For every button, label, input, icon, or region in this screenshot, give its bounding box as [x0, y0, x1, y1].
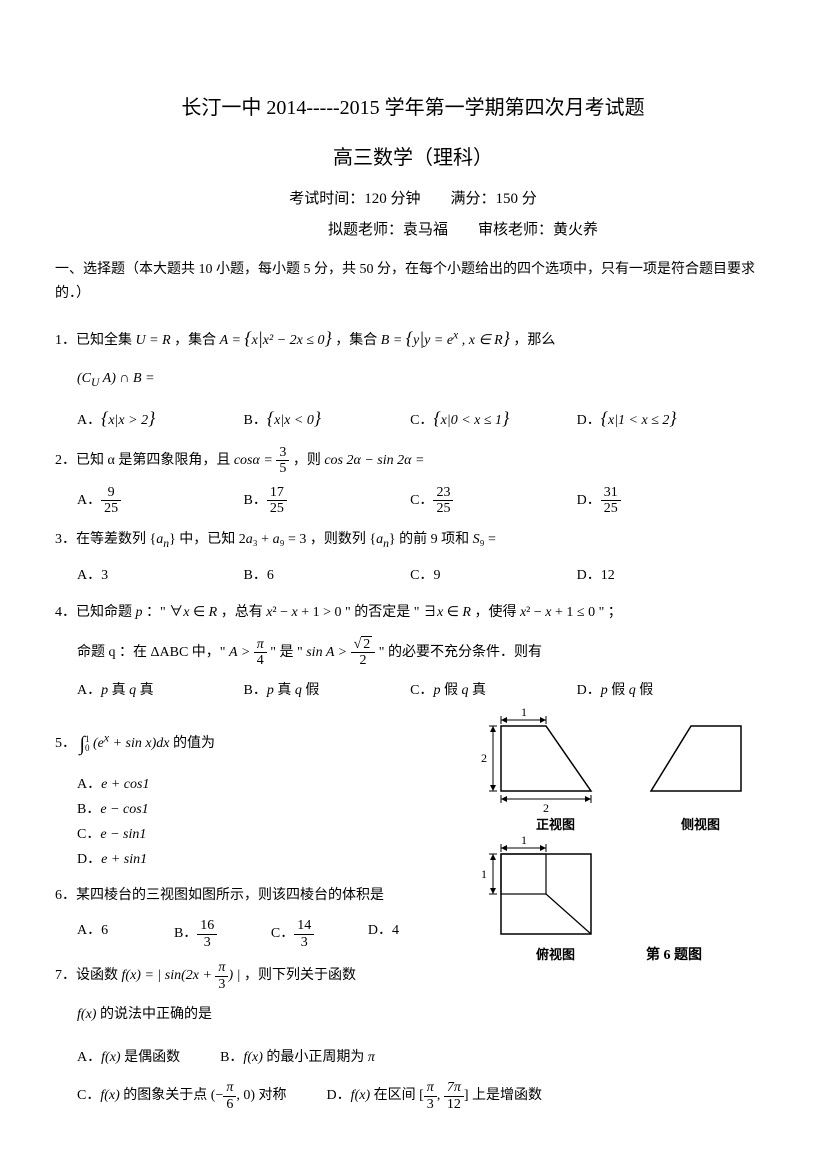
q4-opt-a: A．p 真 q 真: [77, 678, 230, 703]
question-6: 6．某四棱台的三视图如图所示，则该四棱台的体积是: [55, 882, 481, 910]
q7-line2: f(x) 的说法中正确的是: [77, 1002, 481, 1027]
q3-stem: 3．在等差数列 {an} 中，已知 2a₃ + a₉ = 3 ，则数列 {an}…: [55, 532, 496, 547]
q2-opt-d: D．3125: [577, 485, 730, 517]
q1-stem-c: ，集合: [335, 333, 377, 348]
q1-opt-d: D．{x|1 < x ≤ 2}: [577, 402, 730, 434]
q4-opt-c: C．p 假 q 真: [410, 678, 563, 703]
q3-options: A．3 B．6 C．9 D．12: [77, 563, 771, 588]
question-5: 5． ∫10 (ex + sin x)dx 的值为: [55, 724, 481, 764]
q4-stem: 4．已知命题 p ：" ∀x ∈ R ，总有 x² − x + 1 > 0 " …: [55, 605, 622, 620]
q4-options: A．p 真 q 真 B．p 真 q 假 C．p 假 q 真 D．p 假 q 假: [77, 678, 771, 703]
q6-figure: 1 2 2 正视图 侧视图: [481, 714, 771, 983]
title-line1: 长汀一中 2014-----2015 学年第一学期第四次月考试题: [55, 90, 771, 126]
dim-1: 1: [521, 705, 527, 719]
q1-stem-a: 1．已知全集: [55, 333, 132, 348]
question-1: 1．已知全集 U = R ，集合 A = {x|x² − 2x ≤ 0} ，集合…: [55, 320, 771, 356]
q7-opt-b: B．f(x) 的最小正周期为 π: [220, 1045, 375, 1070]
q1-setA: A = {x|x² − 2x ≤ 0}: [220, 333, 332, 348]
q1-stem-b: ，集合: [174, 333, 216, 348]
q1-options: A．{x|x > 2} B．{x|x < 0} C．{x|0 < x ≤ 1} …: [77, 402, 771, 434]
q6-opt-d: D．4: [368, 918, 457, 950]
q7-opt-a: A．f(x) 是偶函数: [77, 1045, 180, 1070]
q6-opt-a: A．6: [77, 918, 166, 950]
section1-heading: 一、选择题（本大题共 10 小题，每小题 5 分，共 50 分，在每个小题给出的…: [55, 258, 771, 306]
q2-cos-frac: 35: [276, 445, 289, 477]
svg-text:1: 1: [481, 867, 487, 881]
q5-options: A．e + cos1 B．e − cos1 C．e − sin1 D．e + s…: [77, 772, 481, 873]
q6-opt-b: B．163: [174, 918, 263, 950]
q2-stem-a: 2．已知 α 是第四象限角，且: [55, 453, 230, 468]
q2-opt-c: C．2325: [410, 485, 563, 517]
q3-opt-a: A．3: [77, 563, 230, 588]
question-4: 4．已知命题 p ：" ∀x ∈ R ，总有 x² − x + 1 > 0 " …: [55, 599, 771, 627]
q4-opt-d: D．p 假 q 假: [577, 678, 730, 703]
q2-expr: cos 2α − sin 2α =: [324, 453, 424, 468]
q6-options: A．6 B．163 C．143 D．4: [77, 918, 481, 950]
q1-U: U = R: [136, 333, 171, 348]
q1-stem-d: ，那么: [513, 333, 555, 348]
q5-opt-d: D．e + sin1: [77, 847, 259, 872]
q6-opt-c: C．143: [271, 918, 360, 950]
q7-options-row1: A．f(x) 是偶函数 B．f(x) 的最小正周期为 π: [77, 1045, 771, 1070]
label-title: 第 6 题图: [646, 946, 702, 963]
meta-time-score: 考试时间：120 分钟 满分：150 分: [55, 186, 771, 213]
q4-opt-b: B．p 真 q 假: [244, 678, 397, 703]
q7-opt-c: C．f(x) 的图象关于点 (−π6, 0) 对称: [77, 1080, 287, 1112]
svg-text:2: 2: [543, 801, 549, 815]
q7-opt-d: D．f(x) 在区间 [π3, 7π12] 上是增函数: [327, 1080, 542, 1112]
q2-options: A．925 B．1725 C．2325 D．3125: [77, 485, 771, 517]
q1-opt-a: A．{x|x > 2}: [77, 402, 230, 434]
q4-line2: 命题 q ：在 ΔABC 中，" A > π4 " 是 " sin A > 22…: [77, 637, 771, 669]
q2-stem-b: ，则: [293, 453, 321, 468]
question-2: 2．已知 α 是第四象限角，且 cosα = 35 ，则 cos 2α − si…: [55, 445, 771, 477]
label-side: 侧视图: [681, 817, 720, 832]
meta-teachers: 拟题老师：袁马福 审核老师：黄火养: [55, 217, 771, 244]
label-front: 正视图: [536, 817, 575, 832]
q5-opt-a: A．e + cos1: [77, 772, 259, 797]
q7-options-row2: C．f(x) 的图象关于点 (−π6, 0) 对称 D．f(x) 在区间 [π3…: [77, 1080, 771, 1112]
q1-sub: (CU A) ∩ B =: [77, 366, 771, 393]
three-view-svg: 1 2 2 正视图 侧视图: [481, 714, 771, 974]
question-7: 7．设函数 f(x) = | sin(2x + π3) | ，则下列关于函数: [55, 960, 481, 992]
q1-setB: B = {y|y = ex , x ∈ R}: [381, 333, 510, 348]
q5-opt-b: B．e − cos1: [77, 797, 259, 822]
q2-opt-a: A．925: [77, 485, 230, 517]
q2-opt-b: B．1725: [244, 485, 397, 517]
question-3: 3．在等差数列 {an} 中，已知 2a₃ + a₉ = 3 ，则数列 {an}…: [55, 526, 771, 555]
label-top: 俯视图: [536, 947, 575, 962]
q1-opt-c: C．{x|0 < x ≤ 1}: [410, 402, 563, 434]
q3-opt-c: C．9: [410, 563, 563, 588]
svg-text:1: 1: [521, 833, 527, 847]
q3-opt-b: B．6: [244, 563, 397, 588]
q1-opt-b: B．{x|x < 0}: [244, 402, 397, 434]
q5-opt-c: C．e − sin1: [77, 822, 259, 847]
title-line2: 高三数学（理科）: [55, 140, 771, 176]
svg-text:2: 2: [481, 751, 487, 765]
q3-opt-d: D．12: [577, 563, 730, 588]
